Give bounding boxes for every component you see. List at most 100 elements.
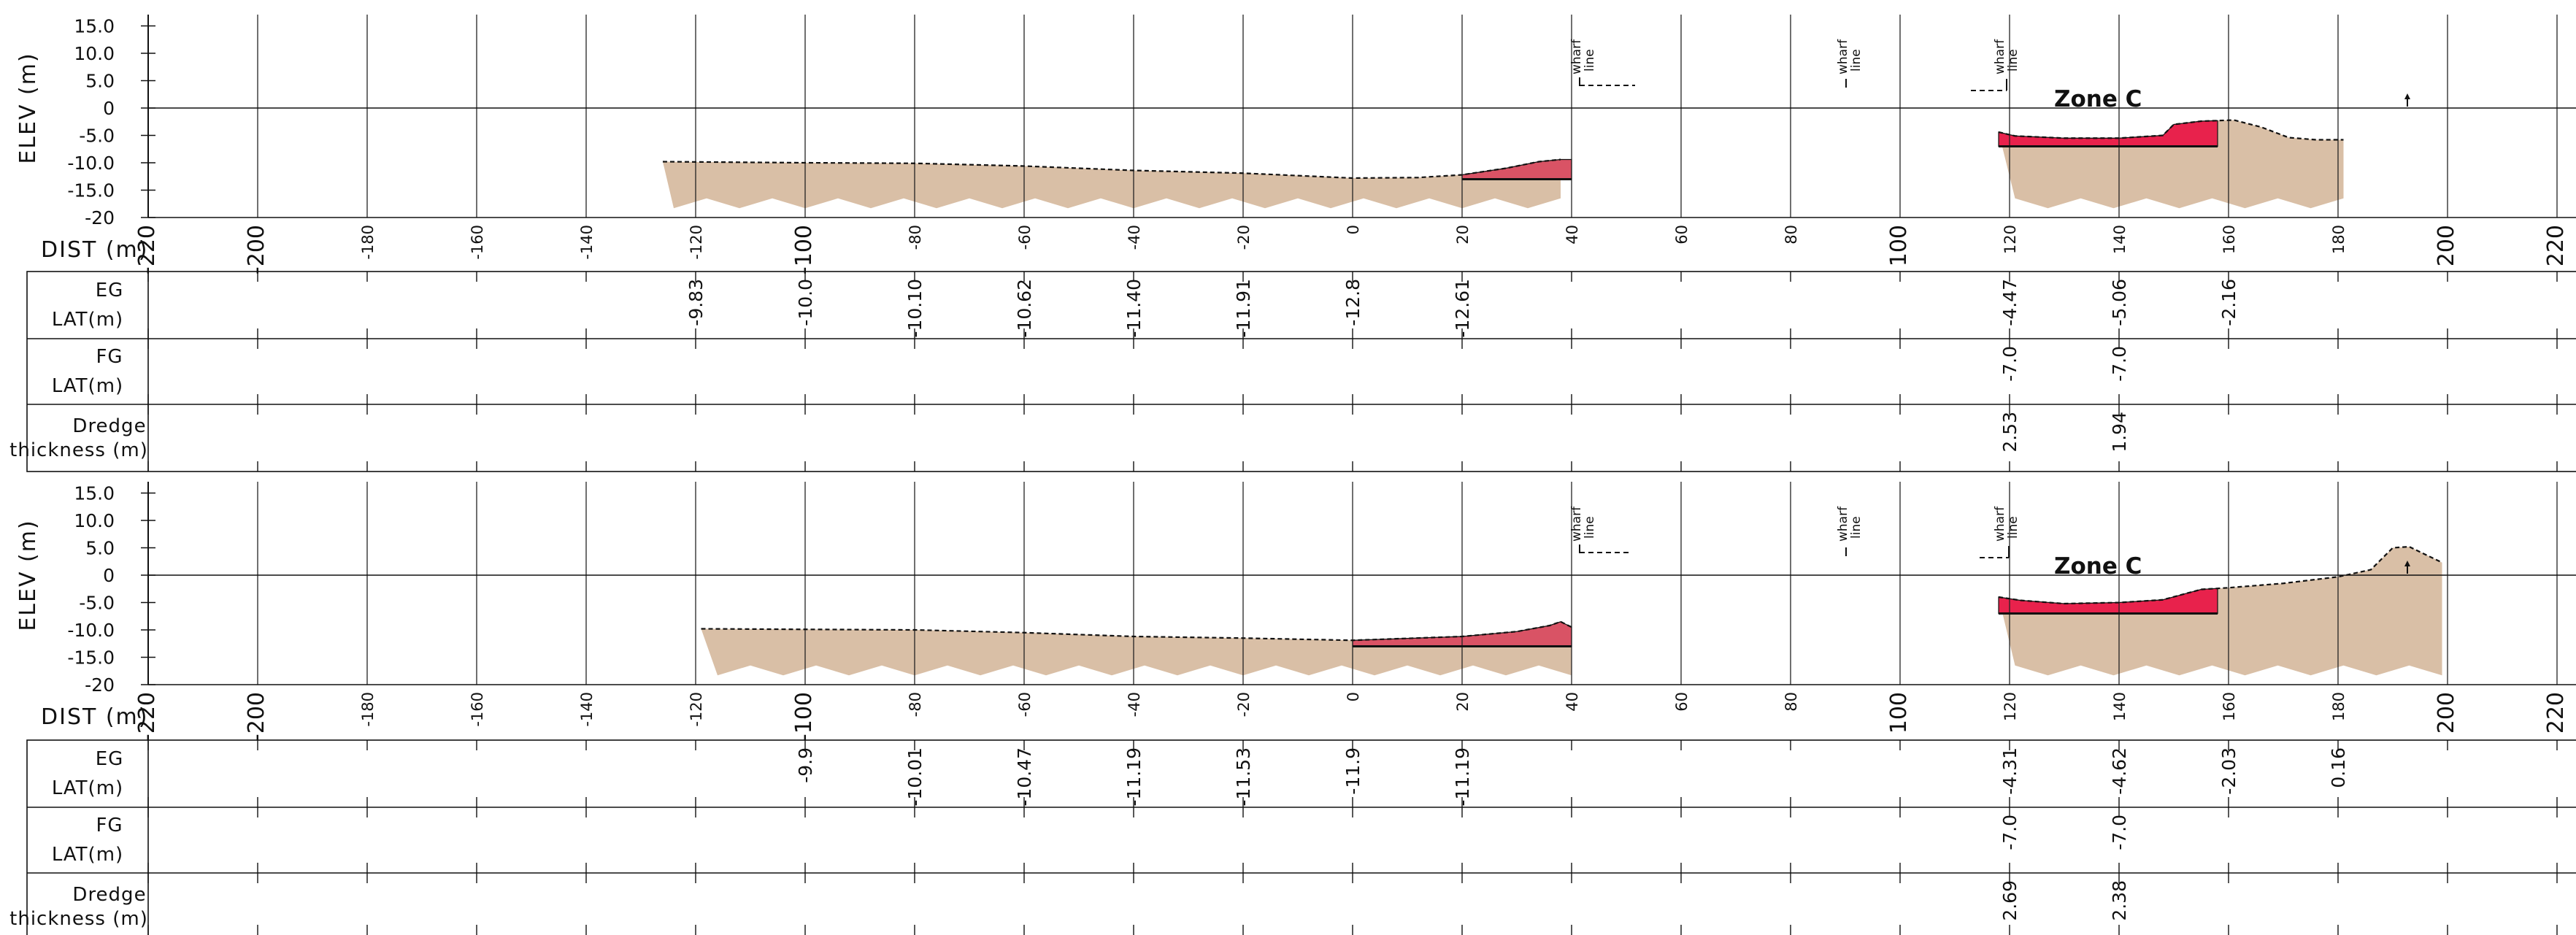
eg-row-label: EG: [96, 280, 124, 301]
dist-tick-label: -100: [791, 692, 817, 742]
dist-tick-label: 40: [1564, 225, 1581, 245]
eg-lat-value: -10.0: [795, 279, 816, 326]
dist-tick-label: 220: [2543, 225, 2569, 266]
eg-lat-value: -11.19: [1123, 747, 1145, 807]
dist-tick-label: 120: [2002, 225, 2019, 254]
svg-text:wharf: wharf: [1993, 506, 2007, 542]
fg-row-label: FG: [96, 815, 123, 836]
svg-text:line: line: [2006, 516, 2021, 539]
seabed-fill: [663, 159, 1561, 209]
north-arrow-marker: [2404, 93, 2410, 107]
dist-tick-label: 20: [1454, 225, 1472, 245]
dist-tick-label: 200: [2434, 225, 2459, 266]
fg-row-unit: LAT(m): [52, 375, 123, 397]
dist-tick-label: -20: [1235, 692, 1253, 717]
elev-tick-label: 5.0: [85, 71, 115, 92]
dist-tick-label: -140: [578, 692, 596, 727]
wharf-line-marker: wharf line: [1836, 39, 1864, 88]
elev-tick-label: 0: [103, 565, 115, 586]
wharf-line-marker: wharf line: [1836, 506, 1864, 556]
dist-tick-label: 100: [1886, 225, 1912, 266]
svg-text:wharf: wharf: [1993, 39, 2007, 74]
dist-tick-label: -200: [244, 225, 269, 274]
dist-tick-label: -80: [907, 692, 924, 717]
svg-text:line: line: [1583, 516, 1597, 539]
elev-tick-label: 5.0: [85, 538, 115, 559]
dredge-thickness-value: 2.69: [1999, 880, 2021, 921]
dist-tick-label: -160: [469, 692, 486, 727]
dist-tick-label: -180: [359, 225, 377, 260]
dredge-area: [1461, 158, 1572, 180]
svg-text:wharf: wharf: [1836, 39, 1850, 74]
elev-tick-label: -15.0: [67, 180, 115, 201]
dist-tick-label: 120: [2002, 692, 2019, 721]
cross-section-2: 15.010.05.00-5.0-10.0-15.0-20 -220 -200 -1…: [9, 482, 2576, 935]
existing-ground-line: [1998, 119, 2344, 141]
dist-tick-label: 160: [2221, 225, 2238, 254]
eg-lat-value: -9.83: [685, 279, 707, 326]
elev-tick-label: -10.0: [67, 620, 115, 641]
dist-tick-label: -200: [244, 692, 269, 742]
elev-axis-label: ELEV (m): [15, 52, 41, 163]
eg-lat-value: -10.47: [1014, 747, 1035, 807]
eg-lat-value: -5.06: [2109, 279, 2130, 326]
dist-tick-label: -60: [1016, 692, 1034, 717]
dredge-area: [1998, 120, 2218, 147]
eg-lat-value: -11.53: [1233, 747, 1254, 807]
eg-lat-value: -11.40: [1123, 279, 1145, 338]
dist-axis-label: DIST (m): [41, 237, 148, 263]
svg-text:wharf: wharf: [1569, 39, 1584, 74]
eg-lat-value: -11.91: [1233, 279, 1254, 338]
dist-axis-label: DIST (m): [41, 704, 148, 730]
seabed-fill: [1999, 547, 2442, 676]
eg-row-unit: LAT(m): [52, 309, 123, 331]
elev-tick-label: 10.0: [74, 510, 115, 531]
wharf-line-marker: wharf line: [1980, 506, 2021, 558]
dist-tick-label: 0: [1345, 225, 1362, 234]
dist-tick-label: 180: [2330, 225, 2348, 254]
dist-tick-label: -80: [907, 225, 924, 250]
dredge-thickness-value: 1.94: [2109, 412, 2130, 453]
eg-lat-value: -10.01: [904, 747, 926, 807]
dredge-row-unit: thickness (m): [9, 908, 148, 930]
dredge-thickness-value: 2.53: [1999, 412, 2021, 453]
eg-lat-value: -10.62: [1014, 279, 1035, 338]
eg-lat-value: -4.62: [2109, 747, 2130, 795]
svg-text:line: line: [1849, 49, 1864, 72]
dredge-row-label: Dredge: [72, 415, 146, 437]
eg-lat-value: 0.16: [2328, 747, 2349, 788]
eg-lat-value: -10.10: [904, 279, 926, 338]
dist-tick-label: 0: [1345, 692, 1362, 701]
dist-tick-label: -20: [1235, 225, 1253, 250]
fg-lat-value: -7.0: [1999, 815, 2021, 850]
dist-tick-label: 180: [2330, 692, 2348, 721]
fg-row-label: FG: [96, 346, 123, 368]
elev-tick-label: -5.0: [79, 126, 115, 147]
dist-tick-label: 80: [1783, 225, 1800, 245]
dist-tick-label: 60: [1673, 225, 1691, 245]
zone-label: Zone C: [2054, 86, 2142, 112]
dredge-row-unit: thickness (m): [9, 439, 148, 461]
elev-axis-label: ELEV (m): [15, 519, 41, 631]
dist-tick-label: 160: [2221, 692, 2238, 721]
dredge-thickness-value: 2.38: [2109, 880, 2130, 921]
dist-tick-label: 140: [2111, 225, 2129, 254]
svg-text:wharf: wharf: [1569, 506, 1584, 542]
dist-tick-label: 60: [1673, 692, 1691, 712]
dist-tick-label: -120: [688, 692, 705, 727]
elev-tick-label: -20: [85, 674, 115, 696]
eg-row-label: EG: [96, 748, 124, 770]
eg-lat-value: -9.9: [795, 747, 816, 783]
zone-label: Zone C: [2054, 553, 2142, 580]
svg-text:line: line: [1583, 49, 1597, 72]
fg-row-unit: LAT(m): [52, 844, 123, 866]
elev-tick-label: -10.0: [67, 153, 115, 174]
elev-tick-label: 15.0: [74, 483, 115, 504]
eg-lat-value: -11.9: [1342, 747, 1364, 795]
elev-tick-label: 10.0: [74, 43, 115, 64]
dist-tick-label: -220: [134, 692, 160, 742]
wharf-line-marker: wharf line: [1569, 39, 1635, 86]
dist-tick-label: -120: [688, 225, 705, 260]
wharf-line-marker: wharf line: [1971, 39, 2021, 91]
